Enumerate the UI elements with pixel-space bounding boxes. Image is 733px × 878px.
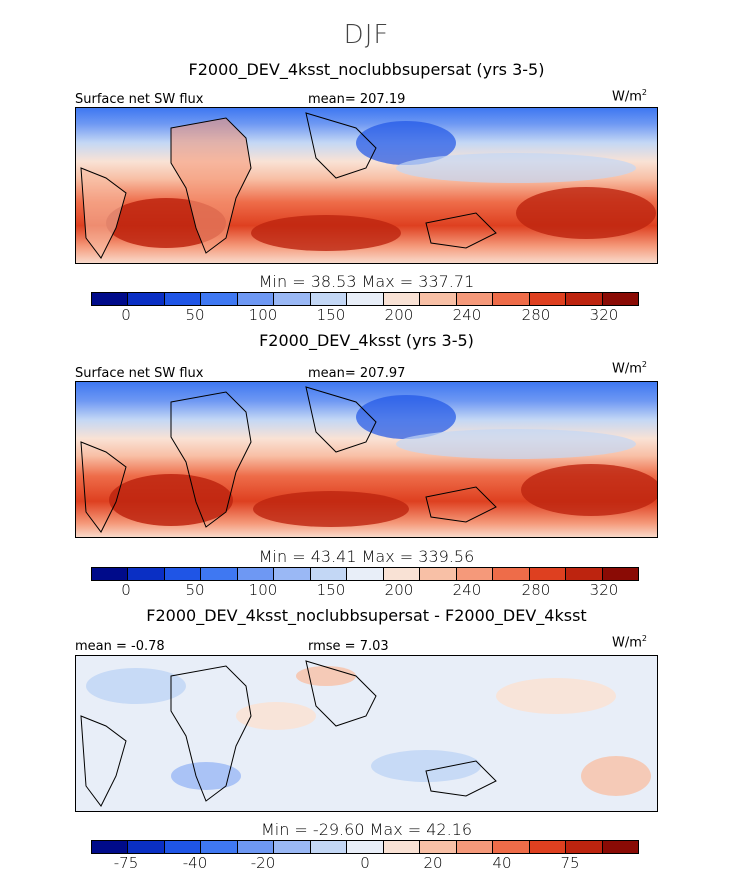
colorbar-swatch [493,568,530,580]
colorbar-tick-label: 320 [589,581,619,599]
panel3-mean: mean = -0.78 [75,639,165,654]
colorbar-tick-label: 0 [121,306,131,324]
colorbar-swatch [529,841,567,853]
colorbar-swatch [420,568,457,580]
colorbar-swatch [237,568,275,580]
colorbar-swatch [602,568,639,580]
panel3-minmax: Min = -29.60 Max = 42.16 [260,820,473,839]
panel1-title: F2000_DEV_4ksst_noclubbsupersat (yrs 3-5… [188,60,545,79]
colorbar-swatch [456,841,494,853]
colorbar-swatch [383,293,421,305]
panel3-colorbar [91,840,639,854]
colorbar-swatch [92,293,129,305]
colorbar-swatch [493,293,530,305]
colorbar-swatch [128,568,165,580]
colorbar-swatch [128,293,165,305]
colorbar-swatch [420,293,457,305]
colorbar-swatch [529,293,567,305]
panel3-title: F2000_DEV_4ksst_noclubbsupersat - F2000_… [146,606,587,625]
colorbar-tick-label: 50 [185,581,205,599]
colorbar-tick-label: 280 [521,581,551,599]
colorbar-tick-label: 240 [452,581,482,599]
colorbar-swatch [456,293,494,305]
colorbar-swatch [201,841,238,853]
colorbar-swatch [310,568,348,580]
colorbar-tick-label: 0 [360,854,370,872]
colorbar-swatch [92,841,129,853]
panel2-colorbar [91,567,639,581]
panel2-minmax: Min = 43.41 Max = 339.56 [258,547,475,566]
colorbar-tick-label: 200 [384,581,414,599]
colorbar-swatch [566,568,603,580]
panel2-map [75,381,658,538]
colorbar-swatch [237,293,275,305]
colorbar-swatch [164,841,202,853]
colorbar-swatch [164,293,202,305]
panel1-units: W/m2 [612,88,647,105]
colorbar-tick-label: 280 [521,306,551,324]
colorbar-swatch [347,841,384,853]
colorbar-swatch [274,841,311,853]
colorbar-swatch [383,568,421,580]
colorbar-swatch [237,841,275,853]
colorbar-swatch [201,293,238,305]
colorbar-swatch [274,293,311,305]
colorbar-swatch [274,568,311,580]
colorbar-tick-label: 150 [316,306,346,324]
colorbar-tick-label: 100 [248,306,278,324]
colorbar-tick-label: -20 [250,854,276,872]
colorbar-swatch [347,568,384,580]
colorbar-swatch [602,841,639,853]
colorbar-swatch [566,293,603,305]
colorbar-swatch [92,568,129,580]
colorbar-tick-label: 150 [316,581,346,599]
colorbar-tick-label: 75 [560,854,580,872]
panel3-map [75,655,658,812]
panel1-mean: mean= 207.19 [308,92,406,107]
panel3-units: W/m2 [612,634,647,651]
colorbar-tick-label: -75 [113,854,139,872]
colorbar-swatch [310,293,348,305]
colorbar-swatch [310,841,348,853]
colorbar-swatch [201,568,238,580]
panel1-colorbar [91,292,639,306]
colorbar-tick-label: 0 [121,581,131,599]
panel1-minmax: Min = 38.53 Max = 337.71 [258,272,475,291]
colorbar-swatch [164,568,202,580]
colorbar-swatch [529,568,567,580]
colorbar-swatch [602,293,639,305]
panel2-mean: mean= 207.97 [308,366,406,381]
colorbar-swatch [383,841,421,853]
colorbar-tick-label: 40 [492,854,512,872]
colorbar-tick-label: 20 [423,854,443,872]
colorbar-swatch [456,568,494,580]
colorbar-swatch [420,841,457,853]
panel1-map [75,107,658,264]
panel1-variable-label: Surface net SW flux [75,92,204,107]
colorbar-swatch [493,841,530,853]
colorbar-tick-label: 240 [452,306,482,324]
panel2-title: F2000_DEV_4ksst (yrs 3-5) [259,331,474,350]
colorbar-tick-label: -40 [182,854,208,872]
panel2-units: W/m2 [612,360,647,377]
colorbar-tick-label: 320 [589,306,619,324]
colorbar-tick-label: 200 [384,306,414,324]
colorbar-tick-label: 100 [248,581,278,599]
colorbar-swatch [347,293,384,305]
figure-title: DJF [343,20,390,50]
panel2-variable-label: Surface net SW flux [75,366,204,381]
panel3-rmse: rmse = 7.03 [308,639,389,654]
colorbar-swatch [566,841,603,853]
colorbar-tick-label: 50 [185,306,205,324]
colorbar-swatch [128,841,165,853]
